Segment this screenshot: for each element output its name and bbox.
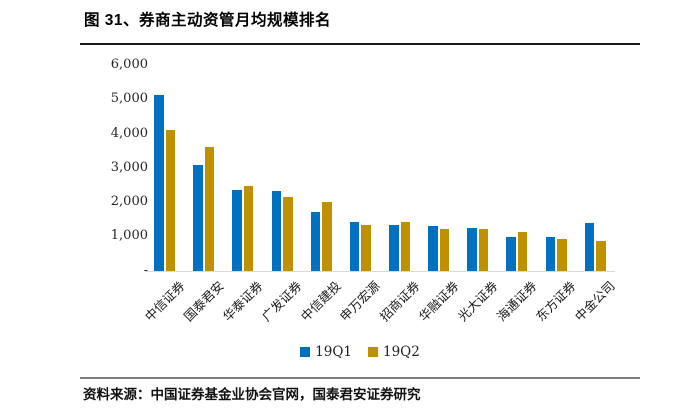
- bar-19Q2: [517, 232, 528, 271]
- legend-item-19Q2: 19Q2: [368, 344, 420, 360]
- source-note: 资料来源：中国证券基金业协会官网，国泰君安证券研究: [83, 387, 421, 402]
- bar-19Q2: [283, 196, 293, 271]
- bar-19Q2: [439, 228, 450, 271]
- bar-group-10: [506, 232, 528, 271]
- bar-19Q2: [243, 185, 254, 271]
- y-tick-label: 6,000: [110, 57, 148, 72]
- bar-19Q1: [545, 236, 556, 271]
- bar-19Q2: [478, 229, 489, 271]
- bar-19Q2: [322, 202, 332, 271]
- x-tick-label: 华融证券: [415, 278, 462, 325]
- legend-item-19Q1: 19Q1: [300, 344, 352, 360]
- bar-19Q1: [389, 225, 399, 271]
- x-tick-label: 申万宏源: [337, 278, 384, 325]
- y-tick-label: 5,000: [110, 91, 148, 107]
- bar-group-4: [271, 191, 293, 271]
- x-tick-label: 广发证券: [258, 278, 305, 325]
- x-tick-label: 中信建投: [298, 278, 344, 325]
- bar-19Q1: [584, 223, 595, 271]
- bar-19Q2: [400, 222, 411, 271]
- bar-19Q2: [165, 130, 176, 271]
- x-tick-label: 东方证券: [533, 278, 579, 325]
- title-divider: [80, 43, 640, 45]
- plot-area: [145, 60, 615, 272]
- bar-group-11: [545, 236, 567, 271]
- bar-group-2: [193, 147, 215, 271]
- x-tick-label: 中信证券: [141, 278, 188, 325]
- bar-group-12: [584, 223, 606, 271]
- x-tick-label: 招商证券: [376, 278, 423, 325]
- bar-19Q1: [467, 228, 477, 271]
- x-tick-label: 光大证券: [454, 278, 501, 325]
- x-tick-label: 华泰证券: [219, 278, 266, 325]
- chart-legend: 19Q1 19Q2: [80, 344, 640, 360]
- bar-19Q2: [361, 224, 371, 271]
- bar-19Q2: [204, 147, 215, 271]
- bar-19Q1: [232, 190, 242, 271]
- bar-19Q1: [271, 191, 282, 271]
- bar-group-3: [232, 185, 254, 271]
- x-tick-label: 中金公司: [572, 278, 619, 325]
- y-tick-label: 4,000: [110, 125, 148, 141]
- y-tick-label: 2,000: [110, 194, 148, 209]
- bar-19Q1: [349, 222, 360, 271]
- x-tick-label: 国泰君安: [180, 278, 227, 325]
- x-tick-label: 海通证券: [493, 278, 540, 325]
- bar-19Q1: [154, 94, 164, 271]
- legend-label: 19Q1: [315, 344, 352, 360]
- bar-group-1: [154, 94, 176, 271]
- bar-19Q1: [506, 236, 516, 271]
- bar-19Q1: [428, 226, 438, 271]
- y-tick-label: 3,000: [110, 159, 148, 175]
- bar-group-7: [389, 222, 411, 271]
- bar-19Q2: [557, 239, 567, 271]
- figure-title: 图 31、券商主动资管月均规模排名: [84, 12, 332, 29]
- legend-swatch-icon: [368, 347, 378, 357]
- bar-19Q1: [193, 165, 203, 271]
- bar-group-5: [310, 202, 332, 271]
- y-tick-label: 1,000: [110, 228, 148, 244]
- bar-19Q1: [310, 211, 321, 271]
- bar-group-9: [467, 228, 489, 271]
- bar-19Q2: [596, 240, 606, 271]
- footer-divider: [80, 377, 640, 379]
- bar-group-8: [428, 226, 450, 271]
- legend-label: 19Q2: [383, 344, 420, 360]
- legend-swatch-icon: [300, 347, 311, 357]
- bar-group-6: [349, 222, 371, 271]
